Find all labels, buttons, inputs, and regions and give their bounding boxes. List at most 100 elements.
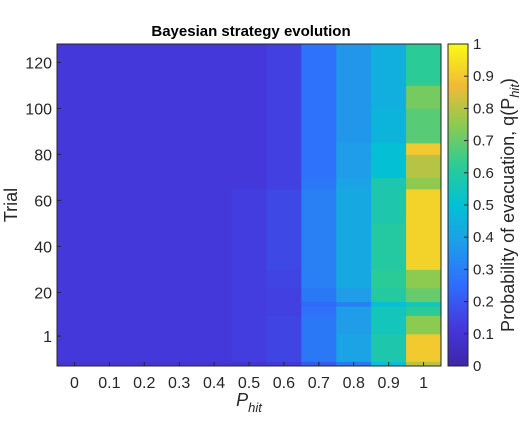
colorbar-label: Probability of evacuation, q(Phit): [498, 78, 520, 332]
colorbar-tick-label: 0.8: [473, 100, 494, 117]
heatmap-cell: [91, 269, 128, 289]
heatmap-cell: [126, 269, 163, 289]
heatmap-cell: [196, 287, 233, 303]
heatmap-cell: [91, 142, 128, 155]
y-axis-label: Trial: [1, 188, 21, 222]
heatmap-cell: [231, 154, 267, 178]
heatmap-cell: [266, 142, 302, 155]
heatmap-cell: [336, 188, 372, 224]
heatmap-cell: [301, 188, 337, 224]
heatmap-cell: [196, 315, 233, 335]
heatmap-cell: [301, 315, 337, 335]
x-tick-label: 0.1: [98, 375, 120, 392]
heatmap-cell: [196, 108, 233, 144]
heatmap-cell: [336, 287, 372, 303]
heatmap-cell: [126, 333, 163, 362]
heatmap-cell: [91, 223, 128, 270]
x-tick-label: 0.7: [308, 375, 330, 392]
heatmap-cell: [91, 85, 128, 109]
heatmap-cell: [57, 315, 93, 335]
heatmap-cell: [126, 108, 163, 144]
heatmap-cell: [266, 223, 302, 270]
heatmap-cell: [406, 287, 442, 303]
y-tick-label: 120: [25, 55, 52, 72]
heatmap-cell: [126, 223, 163, 270]
heatmap-cell: [91, 154, 128, 178]
heatmap-cell: [371, 154, 407, 178]
heatmap-cell: [371, 301, 407, 307]
heatmap-cell: [196, 333, 233, 362]
heatmap-cell: [266, 287, 302, 303]
heatmap-cell: [161, 306, 198, 316]
heatmap-cell: [301, 301, 337, 307]
heatmap-cell: [57, 154, 93, 178]
heatmap-cell: [91, 301, 128, 307]
heatmap-cell: [231, 333, 267, 362]
heatmap-cell: [231, 188, 267, 224]
heatmap-cell: [336, 154, 372, 178]
heatmap-cell: [126, 188, 163, 224]
heatmap-cell: [161, 333, 198, 362]
heatmap-cell: [406, 177, 442, 190]
heatmap-cell: [406, 315, 442, 335]
colorbar-tick-label: 0.4: [473, 229, 494, 246]
heatmap-cell: [266, 301, 302, 307]
heatmap-cell: [196, 44, 233, 86]
heatmap-cell: [301, 287, 337, 303]
colorbar-label-close: ): [498, 78, 518, 84]
heatmap-cell: [161, 142, 198, 155]
x-tick-label: 0.6: [273, 375, 295, 392]
heatmap-cell: [231, 301, 267, 307]
heatmap-cell: [266, 333, 302, 362]
heatmap-cell: [371, 177, 407, 190]
heatmap-cell: [231, 315, 267, 335]
y-tick-label: 80: [34, 147, 52, 164]
x-tick-label: 0.5: [238, 375, 260, 392]
heatmap-cell: [161, 301, 198, 307]
heatmap-cell: [196, 269, 233, 289]
heatmap-cell: [266, 315, 302, 335]
heatmap-cell: [161, 223, 198, 270]
heatmap-cell: [406, 44, 442, 86]
heatmap-cell: [336, 108, 372, 144]
heatmap-cell: [266, 188, 302, 224]
heatmap-cell: [57, 44, 93, 86]
heatmap-cell: [126, 287, 163, 303]
heatmap-cell: [371, 188, 407, 224]
x-tick-label: 0: [70, 375, 79, 392]
heatmap-cell: [301, 142, 337, 155]
heatmap-cell: [371, 223, 407, 270]
heatmap-cell: [231, 287, 267, 303]
x-axis-ticks: 0 0.1 0.2 0.3 0.4 0.5 0.6 0.7 0.8 0.9 1: [70, 362, 428, 392]
heatmap-cell: [161, 269, 198, 289]
heatmap-cell: [266, 154, 302, 178]
chart-title: Bayesian strategy evolution: [151, 23, 350, 40]
heatmap-cell: [57, 306, 93, 316]
heatmap-cell: [336, 315, 372, 335]
heatmap-cell: [266, 177, 302, 190]
heatmap-cell: [161, 44, 198, 86]
heatmap-cell: [371, 306, 407, 316]
x-tick-label: 0.9: [378, 375, 400, 392]
colorbar-tick-label: 0.5: [473, 197, 494, 214]
x-tick-label: 0.2: [133, 375, 155, 392]
heatmap-cell: [231, 85, 267, 109]
heatmap-cell: [161, 287, 198, 303]
heatmap-cell: [91, 177, 128, 190]
x-tick-label: 0.8: [343, 375, 365, 392]
heatmap-cell: [91, 287, 128, 303]
heatmap-cell: [301, 223, 337, 270]
y-tick-label: 40: [34, 239, 52, 256]
heatmap-cell: [301, 85, 337, 109]
heatmap-cell: [406, 154, 442, 178]
heatmap-cell: [91, 188, 128, 224]
x-tick-label: 1: [419, 375, 428, 392]
heatmap-cell: [301, 108, 337, 144]
heatmap-cell: [406, 188, 442, 224]
heatmap-cell: [301, 306, 337, 316]
heatmap-cell: [161, 177, 198, 190]
heatmap-cell: [371, 315, 407, 335]
heatmap-cell: [126, 85, 163, 109]
heatmap-cell: [196, 177, 233, 190]
